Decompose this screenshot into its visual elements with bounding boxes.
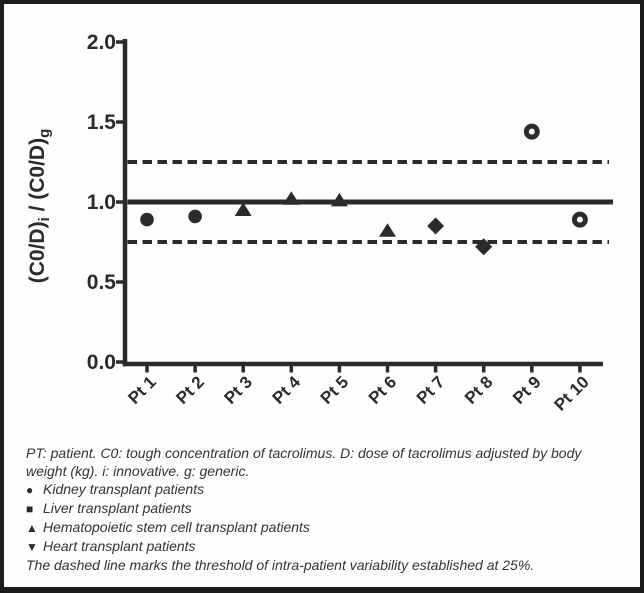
x-tick-label: Pt 9 xyxy=(509,372,544,407)
footnote-text: Heart transplant patients xyxy=(43,538,196,554)
footnote-line: The dashed line marks the threshold of i… xyxy=(26,556,628,574)
x-tick-label: Pt 1 xyxy=(124,372,159,407)
data-point-pt-4 xyxy=(282,191,300,205)
heart-triangle-down-icon: ▼ xyxy=(26,540,38,554)
x-tick-label: Pt 4 xyxy=(269,372,305,408)
footnote-text: Liver transplant patients xyxy=(43,500,192,516)
footnote-text: weight (kg). i: innovative. g: generic. xyxy=(26,463,250,479)
footnote-text: The dashed line marks the threshold of i… xyxy=(26,557,535,573)
data-point-pt-9 xyxy=(523,123,540,140)
x-tick-label: Pt 6 xyxy=(365,372,400,407)
kidney-circle-icon: ● xyxy=(26,483,34,497)
x-tick-label: Pt 2 xyxy=(172,372,207,407)
figure-caption: PT: patient. C0: tough concentration of … xyxy=(26,444,628,574)
y-tick-label: 1.0 xyxy=(87,191,116,214)
footnote-line: weight (kg). i: innovative. g: generic. xyxy=(26,462,628,480)
y-axis-title: (C0/D)i / (C0/D)g xyxy=(26,129,53,284)
y-tick-label: 0.5 xyxy=(87,271,117,294)
x-tick-label: Pt 7 xyxy=(413,372,448,407)
liver-square-icon: ■ xyxy=(26,502,34,516)
footnote-line: ● Kidney transplant patients xyxy=(26,480,628,499)
data-point-pt-8 xyxy=(475,238,493,256)
y-tick-label: 1.5 xyxy=(87,111,117,134)
footnote-text: Kidney transplant patients xyxy=(43,481,205,497)
data-point-pt-2 xyxy=(188,209,202,224)
y-tick-label: 0.0 xyxy=(87,351,116,374)
x-tick-label: Pt 8 xyxy=(461,372,496,407)
footnote-text: Hematopoietic stem cell transplant patie… xyxy=(43,519,310,535)
data-point-pt-7 xyxy=(427,217,445,235)
x-tick-label: Pt 3 xyxy=(221,372,256,407)
footnote-text: PT: patient. C0: tough concentration of … xyxy=(26,445,582,461)
footnote-line: ■ Liver transplant patients xyxy=(26,499,628,518)
x-tick-label: Pt 5 xyxy=(317,372,352,407)
data-point-pt-5 xyxy=(330,192,348,207)
y-tick-label: 2.0 xyxy=(87,31,116,54)
footnote-line: ▼ Heart transplant patients xyxy=(26,537,628,556)
hsct-triangle-up-icon: ▲ xyxy=(26,521,38,535)
data-point-pt-6 xyxy=(379,223,396,237)
x-tick-label: Pt 10 xyxy=(551,372,593,414)
footnote-line: PT: patient. C0: tough concentration of … xyxy=(26,444,628,462)
footnote-line: ▲ Hematopoietic stem cell transplant pati… xyxy=(26,518,628,537)
data-point-pt-10 xyxy=(571,211,588,228)
scatter-plot: 0.0 0.5 1.0 1.5 2.0 Pt 1 Pt 2 Pt 3 Pt 4 Pt 5 Pt 6 P… xyxy=(26,31,613,415)
data-point-pt-1 xyxy=(140,212,154,227)
data-point-pt-3 xyxy=(234,202,252,216)
